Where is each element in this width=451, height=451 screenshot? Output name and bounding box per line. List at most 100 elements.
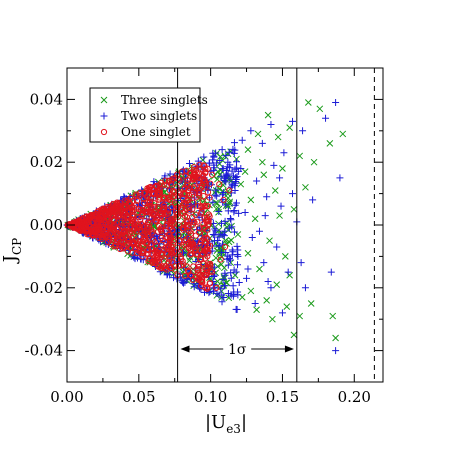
x-axis-label-subscript: e3	[226, 422, 241, 436]
data-point	[213, 159, 221, 167]
data-point	[156, 268, 164, 276]
data-point	[307, 300, 315, 307]
data-point	[211, 225, 219, 233]
data-point	[196, 165, 203, 172]
data-point	[153, 218, 160, 225]
data-point	[329, 312, 337, 320]
data-point	[226, 187, 233, 194]
data-point	[233, 242, 241, 250]
data-point	[215, 242, 223, 250]
data-point	[84, 228, 91, 235]
data-point	[212, 227, 220, 235]
data-point	[185, 268, 192, 275]
data-point	[289, 190, 297, 198]
data-point	[135, 221, 142, 228]
data-point	[163, 266, 171, 273]
data-point	[104, 222, 111, 229]
data-point	[221, 174, 229, 182]
data-point	[151, 258, 159, 265]
y-axis-label: JCP	[0, 238, 24, 264]
data-point	[211, 191, 219, 199]
data-point	[112, 242, 119, 249]
data-point	[201, 271, 208, 278]
data-point	[296, 312, 304, 320]
legend-marker-symbol	[100, 96, 108, 104]
data-point	[301, 284, 309, 292]
data-point	[229, 282, 237, 290]
data-point	[97, 229, 104, 237]
data-point	[227, 274, 235, 282]
data-point	[224, 261, 232, 269]
arrow-head-right	[284, 345, 294, 353]
arrow-head-left	[180, 345, 190, 353]
data-point	[232, 158, 240, 166]
data-point	[200, 153, 208, 161]
data-point	[169, 193, 176, 200]
data-point	[217, 219, 225, 227]
data-point	[219, 165, 227, 173]
x-tick-label: 0.15	[266, 388, 299, 406]
data-point	[234, 261, 242, 269]
y-tick-label: -0.02	[25, 279, 63, 297]
y-tick-label: 0.02	[30, 153, 63, 171]
data-point	[126, 236, 133, 243]
data-point	[123, 198, 130, 206]
data-point	[220, 273, 228, 280]
data-point	[164, 210, 172, 217]
data-point	[192, 232, 200, 239]
data-point	[79, 215, 86, 222]
data-point	[180, 190, 187, 198]
data-point	[186, 169, 194, 176]
data-point	[124, 248, 131, 255]
data-point	[178, 168, 186, 175]
data-point	[222, 201, 230, 209]
data-point	[238, 136, 246, 144]
data-point	[230, 207, 238, 215]
data-point	[222, 249, 230, 257]
data-point	[220, 281, 227, 289]
legend-marker-three-singlets	[100, 96, 108, 104]
data-point	[290, 205, 298, 213]
data-point	[156, 258, 163, 265]
data-point	[182, 173, 189, 180]
data-point	[221, 271, 229, 279]
data-point	[277, 202, 285, 210]
data-point	[155, 246, 162, 253]
data-point	[113, 238, 120, 245]
data-point	[332, 347, 340, 355]
data-point	[130, 227, 137, 234]
data-point	[204, 203, 211, 210]
data-point	[201, 230, 208, 238]
data-point	[144, 192, 152, 199]
data-point	[117, 214, 124, 221]
data-point	[190, 280, 198, 288]
data-point	[233, 173, 241, 181]
data-point	[161, 181, 168, 188]
data-point	[132, 245, 139, 252]
data-point	[260, 171, 268, 179]
data-point	[264, 278, 272, 286]
data-point	[264, 111, 272, 119]
data-point	[226, 175, 234, 183]
data-point	[195, 276, 203, 284]
data-point	[206, 194, 213, 201]
data-point	[158, 228, 165, 235]
y-axis-label-main: J	[0, 255, 21, 264]
data-point	[224, 158, 232, 166]
data-point	[198, 203, 205, 210]
data-point	[230, 290, 238, 298]
data-point	[299, 127, 307, 135]
data-point	[125, 215, 132, 222]
data-point	[214, 277, 221, 285]
data-point	[220, 232, 228, 240]
one-sigma-annotation: 1σ	[180, 340, 294, 359]
data-point	[125, 196, 132, 204]
data-point	[196, 179, 203, 187]
series-one-singlet	[64, 161, 233, 292]
data-point	[258, 158, 266, 166]
data-point	[215, 291, 223, 299]
legend-label-two-singlets: Two singlets	[121, 109, 197, 123]
data-point	[155, 203, 162, 210]
data-point	[332, 99, 340, 107]
